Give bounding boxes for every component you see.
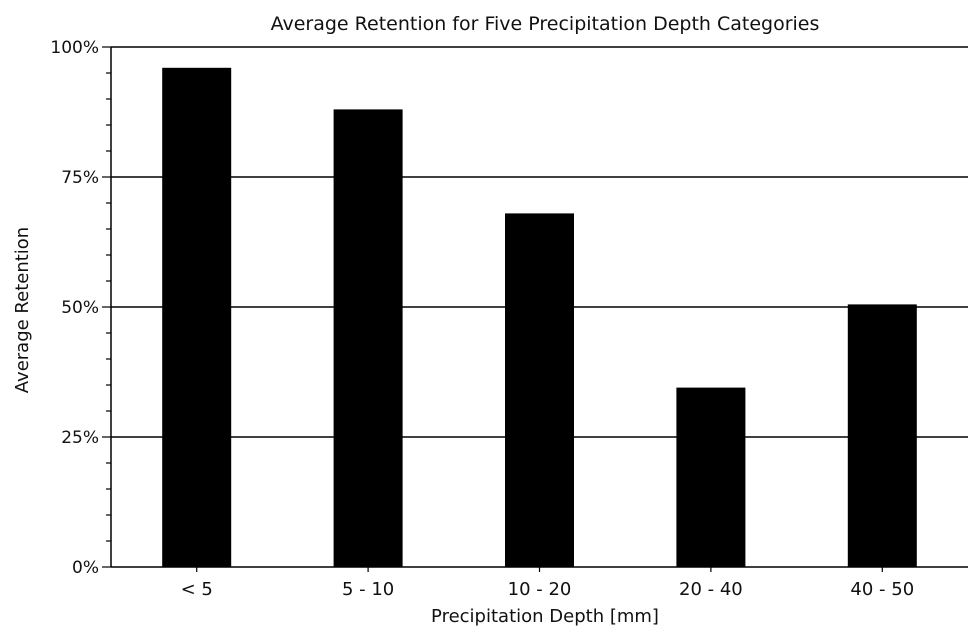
y-tick-label-1: 25% bbox=[61, 428, 99, 448]
chart-title: Average Retention for Five Precipitation… bbox=[271, 13, 820, 35]
x-tick-label-2: 10 - 20 bbox=[508, 579, 572, 600]
bar-2 bbox=[505, 213, 574, 567]
x-tick-labels: < 5 5 - 10 10 - 20 20 - 40 40 - 50 bbox=[181, 579, 915, 600]
x-tick-label-1: 5 - 10 bbox=[342, 579, 394, 600]
bar-1 bbox=[333, 109, 403, 568]
bar-0 bbox=[162, 67, 232, 568]
axes bbox=[102, 46, 968, 572]
x-axis-label: Precipitation Depth [mm] bbox=[431, 606, 659, 627]
y-tick-label-3: 75% bbox=[61, 168, 99, 188]
bar-3 bbox=[676, 387, 746, 567]
y-tick-labels: 0% 25% 50% 75% 100% bbox=[50, 38, 99, 578]
x-tick-label-4: 40 - 50 bbox=[850, 579, 914, 600]
bars bbox=[162, 67, 917, 568]
y-tick-label-4: 100% bbox=[50, 38, 99, 58]
y-axis-label: Average Retention bbox=[12, 227, 33, 393]
bar-4 bbox=[847, 304, 917, 567]
x-tick-label-0: < 5 bbox=[181, 579, 213, 600]
y-tick-label-2: 50% bbox=[61, 298, 99, 318]
x-tick-label-3: 20 - 40 bbox=[679, 579, 743, 600]
y-tick-label-0: 0% bbox=[72, 558, 99, 578]
